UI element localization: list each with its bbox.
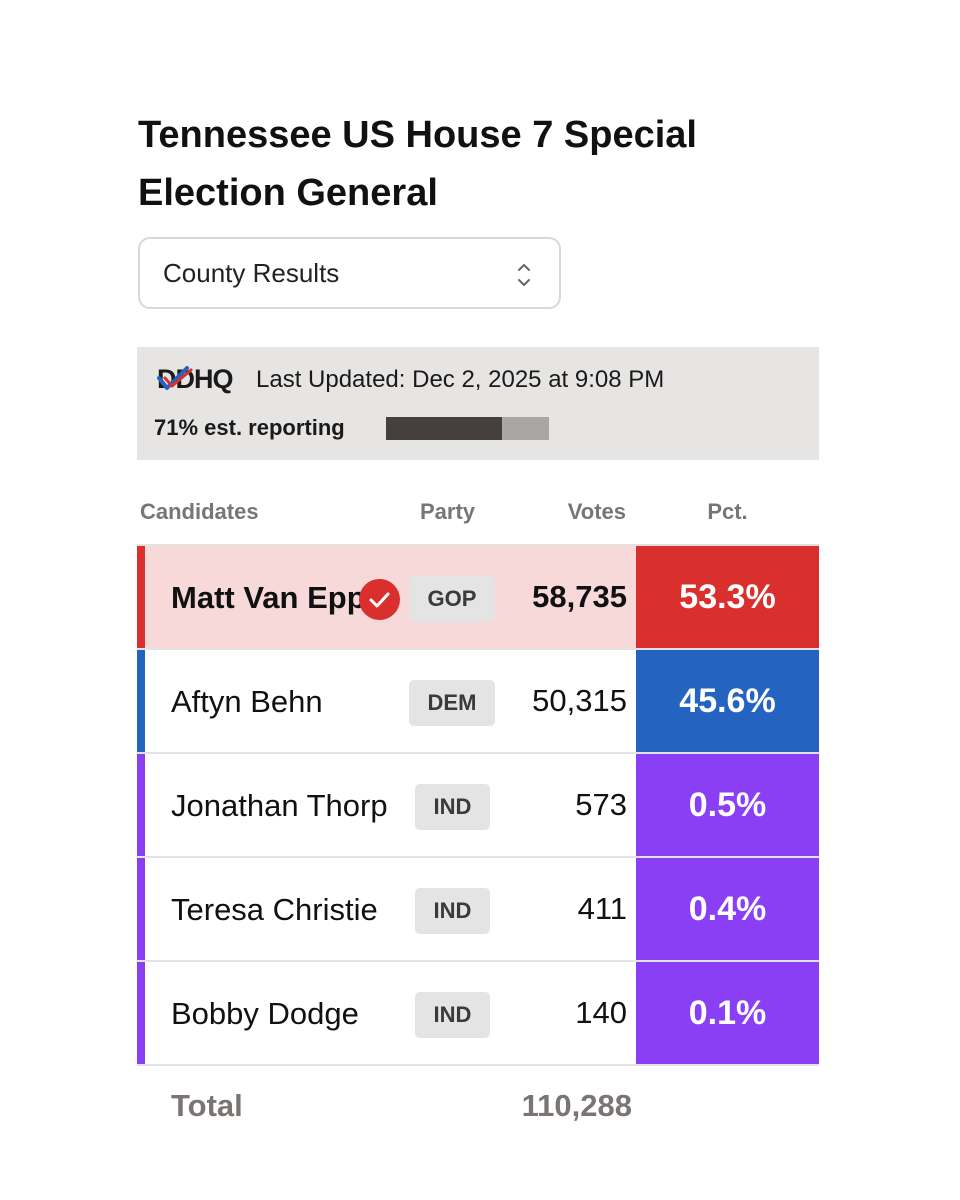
- column-header-party: Party: [420, 499, 476, 524]
- candidate-votes: 58,735: [532, 579, 627, 614]
- chevron-up-down-icon: [518, 264, 530, 286]
- candidate-row: Jonathan Thorp IND 573 0.5%: [137, 754, 819, 858]
- party-badge: DEM: [409, 680, 495, 726]
- results-view-select-value: County Results: [163, 257, 340, 288]
- candidate-name: Matt Van Epps: [171, 579, 383, 615]
- reporting-progress-bar: [386, 417, 549, 440]
- candidate-row: Aftyn Behn DEM 50,315 45.6%: [137, 650, 819, 754]
- candidate-row: Bobby Dodge IND 140 0.1%: [137, 962, 819, 1066]
- candidate-pct: 0.5%: [636, 754, 819, 856]
- party-color-stripe: [137, 858, 145, 960]
- reporting-label: 71% est. reporting: [154, 415, 345, 440]
- candidate-name: Jonathan Thorp: [171, 787, 388, 823]
- ddhq-logo: DDHQ: [157, 364, 239, 394]
- column-header-votes: Votes: [567, 499, 626, 524]
- results-table: Matt Van Epps GOP 58,735 53.3% Aftyn Behn DEM…: [137, 544, 819, 1066]
- page-title: Tennessee US House 7 Special Election Ge…: [138, 114, 697, 214]
- total-votes: 110,288: [521, 1088, 632, 1123]
- candidate-pct: 53.3%: [636, 546, 819, 648]
- column-header-pct: Pct.: [707, 499, 748, 524]
- party-color-stripe: [137, 962, 145, 1064]
- column-header-candidates: Candidates: [140, 499, 259, 524]
- total-label: Total: [171, 1088, 243, 1123]
- party-color-stripe: [137, 546, 145, 648]
- candidate-name: Aftyn Behn: [171, 683, 323, 719]
- last-updated-text: Last Updated: Dec 2, 2025 at 9:08 PM: [256, 366, 665, 393]
- candidate-votes: 573: [575, 787, 627, 822]
- candidate-row: Teresa Christie IND 411 0.4%: [137, 858, 819, 962]
- candidate-name: Bobby Dodge: [171, 995, 359, 1031]
- winner-check-icon: [359, 579, 400, 620]
- party-color-stripe: [137, 650, 145, 752]
- candidate-pct: 0.4%: [636, 858, 819, 960]
- ddhq-logo-text: DDHQ: [157, 364, 233, 394]
- party-badge: IND: [415, 992, 490, 1038]
- party-color-stripe: [137, 754, 145, 856]
- party-badge: IND: [415, 888, 490, 934]
- candidate-row: Matt Van Epps GOP 58,735 53.3%: [137, 546, 819, 650]
- checkmark-logo-icon: [157, 366, 193, 390]
- results-view-select[interactable]: County Results: [138, 237, 561, 309]
- party-badge: IND: [415, 784, 490, 830]
- reporting-progress-fill: [386, 417, 502, 440]
- reporting-status-panel: DDHQ Last Updated: Dec 2, 2025 at 9:08 P…: [137, 347, 819, 460]
- candidate-votes: 411: [577, 891, 627, 926]
- candidate-votes: 140: [575, 995, 627, 1030]
- candidate-pct: 0.1%: [636, 962, 819, 1064]
- candidate-votes: 50,315: [532, 683, 627, 718]
- party-badge: GOP: [409, 576, 495, 622]
- candidate-name: Teresa Christie: [171, 891, 378, 927]
- candidate-pct: 45.6%: [636, 650, 819, 752]
